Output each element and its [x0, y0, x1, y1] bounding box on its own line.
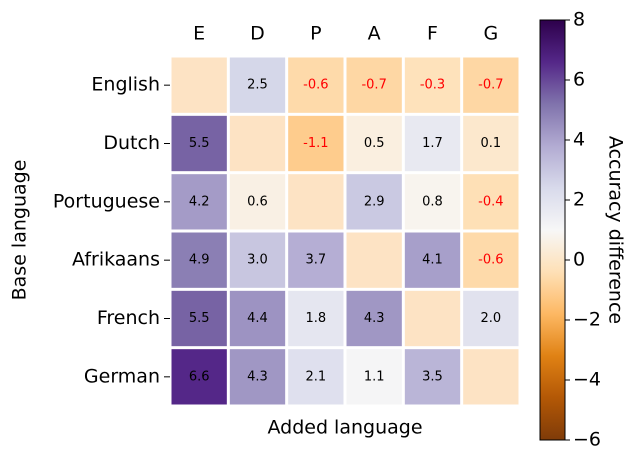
heatmap-cell [171, 232, 227, 288]
heatmap-cell [346, 174, 402, 230]
cell-label: 0.8 [422, 194, 443, 209]
cell-label: 2.9 [364, 194, 385, 209]
cell-label: 0.5 [364, 136, 385, 151]
colorbar-tick-label: −2 [573, 309, 601, 331]
cell-label: 1.1 [364, 369, 385, 384]
heatmap-cell [404, 349, 461, 405]
cell-label: 5.5 [189, 136, 210, 151]
heatmap-cell [346, 115, 402, 172]
cell-label: 1.8 [305, 311, 326, 326]
colorbar-tick-label: −6 [573, 429, 601, 450]
row-label: French [97, 307, 160, 329]
colorbar-tick-label: 4 [573, 129, 585, 151]
heatmap-cell [288, 115, 344, 172]
column-label: P [310, 23, 321, 45]
colorbar-tick-label: 6 [573, 69, 585, 91]
cell-label: -0.7 [478, 78, 503, 93]
heatmap-cell [229, 115, 286, 172]
heatmap-cell [404, 232, 461, 288]
heatmap-cell [404, 115, 461, 172]
colorbar-tick-label: 8 [573, 9, 585, 31]
heatmap-cell [463, 174, 519, 230]
cell-label: -0.6 [303, 78, 328, 93]
cell-label: -1.1 [303, 136, 328, 151]
heatmap-cell [288, 290, 344, 347]
heatmap-cell [288, 232, 344, 288]
heatmap-cell [171, 57, 227, 113]
cell-label: 4.9 [189, 253, 210, 268]
cell-label: -0.3 [420, 78, 445, 93]
x-axis-label: Added language [267, 417, 422, 439]
heatmap-cell [229, 57, 286, 113]
cell-label: 0.6 [247, 194, 268, 209]
heatmap-cell [346, 232, 402, 288]
heatmap-cell [229, 349, 286, 405]
heatmap-cell [229, 290, 286, 347]
row-label: German [84, 365, 160, 387]
heatmap-cell [463, 232, 519, 288]
cell-label: -0.7 [361, 78, 386, 93]
column-label: F [427, 23, 438, 45]
cell-label: 4.4 [247, 311, 268, 326]
y-axis-label: Base language [9, 160, 31, 301]
heatmap-cell [288, 57, 344, 113]
heatmap-cell [171, 349, 227, 405]
heatmap-cell [346, 349, 402, 405]
heatmap-cell [463, 57, 519, 113]
column-label: E [193, 23, 205, 45]
heatmap-cell [463, 290, 519, 347]
cell-label: 3.0 [247, 253, 268, 268]
heatmap-cell [229, 174, 286, 230]
heatmap-cell [288, 349, 344, 405]
colorbar-tick-label: 2 [573, 189, 585, 211]
cell-label: 3.5 [422, 369, 443, 384]
colorbar-tick-label: 0 [573, 249, 585, 271]
heatmap-cell [404, 290, 461, 347]
cell-label: 4.1 [422, 253, 443, 268]
heatmap-cell [229, 232, 286, 288]
cell-label: 6.6 [189, 369, 210, 384]
heatmap-cell [288, 174, 344, 230]
heatmap-cell [171, 290, 227, 347]
cell-label: 2.5 [247, 78, 268, 93]
row-label: Portuguese [53, 190, 160, 212]
column-label: A [368, 23, 381, 45]
cell-label: 2.0 [480, 311, 501, 326]
colorbar [539, 19, 566, 441]
heatmap-cell [346, 57, 402, 113]
cell-label: -0.4 [478, 194, 503, 209]
row-label: English [91, 74, 160, 96]
row-label: Afrikaans [72, 249, 160, 271]
heatmap-cell [463, 115, 519, 172]
heatmap-cell [463, 349, 519, 405]
heatmap-cell [171, 174, 227, 230]
cell-label: 0.1 [480, 136, 501, 151]
cell-label: 4.3 [247, 369, 268, 384]
cell-label: 5.5 [189, 311, 210, 326]
cell-label: 2.1 [305, 369, 326, 384]
colorbar-tick-label: −4 [573, 369, 601, 391]
heatmap-cell [171, 115, 227, 172]
cell-label: 4.2 [189, 194, 210, 209]
cell-label: 1.7 [422, 136, 443, 151]
cell-label: 4.3 [364, 311, 385, 326]
heatmap-cell [404, 57, 461, 113]
row-label: Dutch [103, 132, 160, 154]
column-label: D [250, 23, 265, 45]
colorbar-label: Accuracy difference [605, 136, 627, 324]
column-label: G [483, 23, 498, 45]
cell-label: -0.6 [478, 253, 503, 268]
heatmap-cell [404, 174, 461, 230]
heatmap-cell [346, 290, 402, 347]
cell-label: 3.7 [305, 253, 326, 268]
